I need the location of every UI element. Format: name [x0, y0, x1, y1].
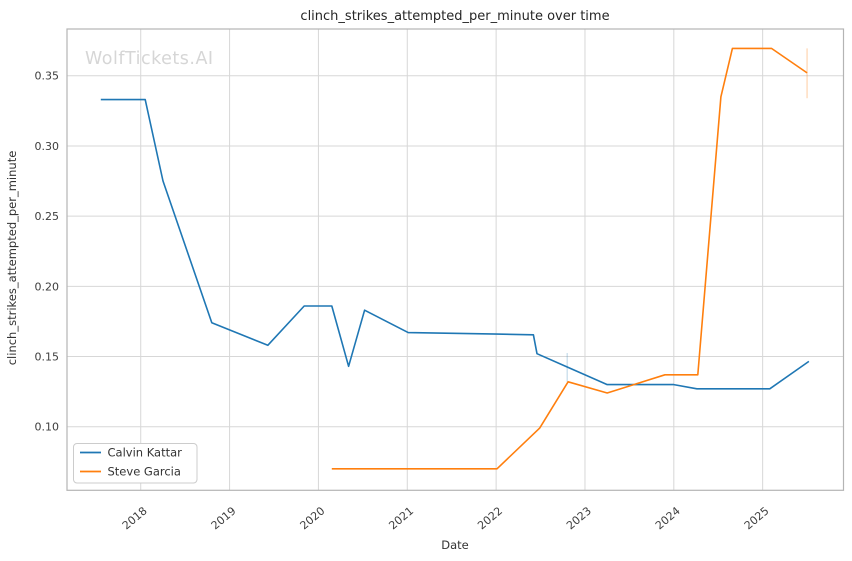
x-axis-label: Date [441, 538, 469, 552]
legend-box [73, 443, 198, 484]
series-line-calvin-kattar [100, 98, 810, 390]
y-tick-labels: 0.10 0.15 0.20 0.25 0.30 0.35 [35, 70, 60, 434]
x-tick-label: 2022 [475, 504, 505, 532]
x-tick-label: 2020 [298, 504, 328, 532]
x-tick-labels: 2018 2019 2020 2021 2022 2023 2024 2025 [120, 504, 772, 532]
x-tick-label: 2024 [653, 504, 683, 532]
y-tick-label: 0.10 [35, 421, 60, 434]
watermark: WolfTickets.AI [85, 49, 214, 69]
legend-label-steve-garcia: Steve Garcia [108, 465, 181, 479]
y-tick-label: 0.30 [35, 140, 60, 153]
grid-lines [67, 29, 844, 491]
legend-item-calvin-kattar: Calvin Kattar [80, 446, 182, 460]
legend-label-calvin-kattar: Calvin Kattar [108, 446, 183, 460]
y-tick-label: 0.25 [35, 210, 60, 223]
legend: Calvin Kattar Steve Garcia [73, 443, 198, 484]
y-tick-label: 0.35 [35, 70, 60, 83]
chart-title: clinch_strikes_attempted_per_minute over… [300, 9, 609, 24]
series-line-steve-garcia [331, 47, 808, 470]
x-tick-label: 2019 [209, 504, 239, 532]
x-tick-label: 2023 [564, 504, 594, 532]
y-tick-label: 0.15 [35, 351, 60, 364]
x-tick-label: 2018 [120, 504, 150, 532]
plot-border [66, 28, 845, 491]
y-axis-label: clinch_strikes_attempted_per_minute [5, 151, 19, 366]
legend-item-steve-garcia: Steve Garcia [80, 465, 181, 479]
y-tick-label: 0.20 [35, 280, 60, 293]
x-tick-label: 2025 [742, 504, 772, 532]
x-tick-label: 2021 [386, 504, 416, 532]
